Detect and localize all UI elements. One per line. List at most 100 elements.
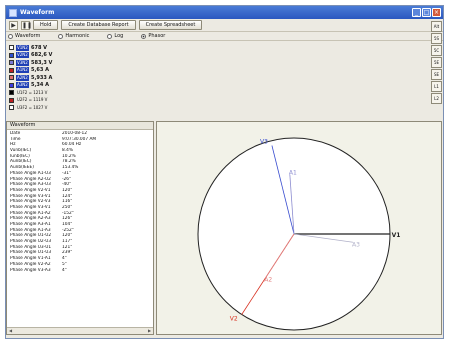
reading-row: V1N2 678 V [9, 44, 69, 52]
reading-value: 5,933 A [31, 74, 53, 81]
table-row: Time 9:07:30.007 AM [10, 137, 150, 143]
row-value: -26° [62, 176, 72, 182]
row-key: Phase Angle A2-A3 [10, 216, 51, 222]
a1-vector [289, 174, 295, 235]
radio-dot[interactable] [58, 33, 64, 39]
row-key: Hz [10, 142, 16, 148]
side-tab[interactable]: SE [431, 69, 442, 80]
side-tab[interactable]: 5E [431, 57, 442, 68]
play-icon[interactable]: ▶ [9, 20, 18, 30]
a1-label: A1 [289, 170, 297, 177]
side-tab[interactable]: 5C [431, 45, 442, 56]
side-tab[interactable]: L2 [431, 93, 442, 104]
v1-label: V1 [392, 232, 401, 239]
maximize-button[interactable]: □ [422, 8, 431, 17]
table-row: Phase Angle V3-V1 250° [10, 205, 150, 211]
row-key: Phase Angle U1-U3 [10, 250, 52, 256]
create-database-report-button[interactable]: Create Database Report [61, 20, 136, 30]
table-row: Phase Angle A1-A2 -152° [10, 211, 150, 217]
color-swatch[interactable] [9, 60, 14, 66]
color-swatch[interactable] [9, 90, 14, 96]
panel-title: Waveform [7, 122, 153, 130]
table-row: Phase Angle V2-V1 120° [10, 188, 150, 194]
toolbar: ▶ ❚❚ Hold Create Database Report Create … [6, 19, 443, 32]
mode-harmonic-radio[interactable]: Harmonic [58, 33, 89, 39]
side-tabs: Alt 5S 5C 5E SE L1 L2 [431, 21, 442, 104]
reading-label: U2F2 = 1119 V [17, 97, 48, 103]
waveform-details-panel: Waveform Date 2010-08-12 Time 9:07:30.007 A… [6, 121, 154, 335]
phasor-diagram-panel: V1 V3 V2 A1 A3 A2 [156, 121, 442, 335]
radio-dot[interactable] [141, 33, 147, 39]
v2-label: V2 [230, 316, 238, 323]
scroll-left-icon[interactable]: ◀ [8, 328, 13, 333]
table-row: Phase Angle V2-A2 5° [10, 262, 150, 268]
side-tab[interactable]: L1 [431, 81, 442, 92]
row-value: 8.4% [62, 148, 73, 154]
row-value: 60.04 Hz [62, 142, 82, 148]
mode-waveform-radio[interactable]: Waveform [8, 33, 40, 39]
row-key: Phase Angle U2-U3 [10, 239, 52, 245]
close-button[interactable]: × [432, 8, 441, 17]
side-tab[interactable]: Alt [431, 21, 442, 32]
row-value: 117° [62, 239, 73, 245]
app-icon [9, 8, 17, 17]
color-swatch[interactable] [9, 45, 14, 51]
title-bar: Waveform _ □ × [6, 6, 443, 19]
row-key: Phase Angle U3-U1 [10, 244, 52, 250]
row-value: 120° [62, 233, 73, 239]
reading-value: 5,63 A [31, 67, 49, 74]
v3-label: V3 [260, 139, 268, 146]
color-swatch[interactable] [9, 67, 14, 73]
table-row: Phase Angle A3-U3 -40° [10, 182, 150, 188]
reading-row: A3N2 5,34 A [9, 82, 69, 90]
minimize-button[interactable]: _ [412, 8, 421, 17]
table-row: Phase Angle U3-U1 121° [10, 245, 150, 251]
reading-label: U1F2 = 1213 V [17, 89, 48, 95]
table-row: Phase Angle A2-A3 126° [10, 216, 150, 222]
hold-button[interactable]: Hold [33, 20, 59, 30]
scroll-right-icon[interactable]: ▶ [147, 328, 152, 333]
mode-phasor-radio[interactable]: Phasor [141, 33, 165, 39]
color-swatch[interactable] [9, 97, 14, 103]
color-swatch[interactable] [9, 82, 14, 88]
radio-dot[interactable] [8, 33, 13, 39]
side-tab[interactable]: 5S [431, 33, 442, 44]
row-key: Aunb(IEEE) [10, 165, 34, 171]
a3-label: A3 [352, 241, 360, 248]
color-swatch[interactable] [9, 52, 14, 58]
color-swatch[interactable] [9, 75, 14, 81]
table-row: Vunb(IEC) 8.4% [10, 148, 150, 154]
radio-label: Log [114, 33, 124, 39]
row-key: Phase Angle A1-U3 [10, 170, 51, 176]
table-row: Phase Angle U1-U2 120° [10, 233, 150, 239]
phasor-diagram: V1 V3 V2 A1 A3 A2 [197, 137, 401, 331]
table-row: Phase Angle V3-A3 4° [10, 268, 150, 274]
reading-row: V2N2 682,6 V [9, 52, 69, 60]
radio-dot[interactable] [107, 33, 113, 39]
color-swatch[interactable] [9, 105, 14, 111]
reading-label: V2N2 [16, 52, 29, 59]
table-row: Aunb(IEEE) 153.4% [10, 165, 150, 171]
row-key: Phase Angle A1-A2 [10, 210, 51, 216]
reading-row: U2F2 = 1119 V [9, 97, 69, 105]
horizontal-scrollbar[interactable]: ◀ ▶ [7, 327, 153, 334]
row-key: Phase Angle V2-V3 [10, 199, 51, 205]
table-row: Phase Angle V1-A1 4° [10, 256, 150, 262]
row-key: Phase Angle A2-U2 [10, 176, 51, 182]
row-key: Phase Angle V3-A3 [10, 267, 51, 273]
row-key: Phase Angle V3-V1 [10, 204, 51, 210]
row-value: 104° [62, 222, 73, 227]
row-key: Phase Angle V2-V1 [10, 187, 51, 193]
table-row: Iunb(IEC) 10.2% [10, 154, 150, 160]
reading-row: V3N2 583,3 V [9, 59, 69, 67]
reading-value: 5,34 A [31, 82, 49, 89]
pause-icon[interactable]: ❚❚ [21, 20, 33, 30]
reading-label: A3N2 [16, 82, 29, 89]
table-row: Phase Angle A2-U2 -26° [10, 177, 150, 183]
readings-list: V1N2 678 V V2N2 682,6 V V3N2 583,3 V A1N2 5,63 … [9, 44, 69, 112]
create-spreadsheet-button[interactable]: Create Spreadsheet [138, 20, 203, 30]
window-title: Waveform [20, 9, 55, 16]
reading-value: 583,3 V [31, 59, 53, 66]
mode-log-radio[interactable]: Log [107, 33, 123, 39]
a3-vector [293, 233, 353, 243]
